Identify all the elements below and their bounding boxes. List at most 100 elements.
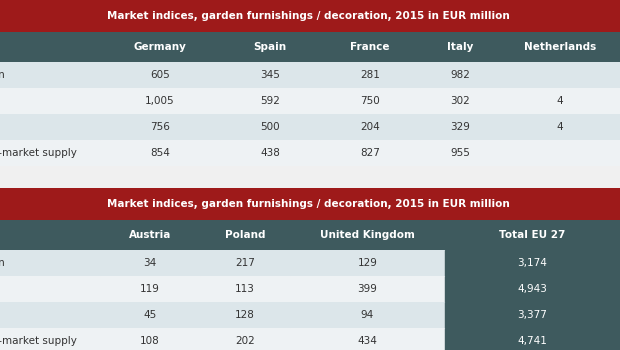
Text: 94: 94 (361, 310, 374, 320)
Text: Market indices, garden furnishings / decoration, 2015 in EUR million: Market indices, garden furnishings / dec… (107, 199, 510, 209)
Bar (290, 276, 445, 302)
Text: 756: 756 (150, 122, 170, 132)
Text: Poland: Poland (224, 230, 265, 240)
Text: France: France (350, 42, 390, 52)
Bar (420, 140, 500, 166)
Bar (100, 88, 220, 114)
Text: 4,943: 4,943 (518, 284, 547, 294)
Text: Austria: Austria (129, 230, 171, 240)
Bar (0, 114, 100, 140)
Text: 500: 500 (260, 122, 280, 132)
Text: 750: 750 (360, 96, 380, 106)
Bar (220, 114, 320, 140)
Text: 129: 129 (358, 258, 378, 268)
Bar (445, 328, 620, 350)
Text: 34: 34 (143, 258, 157, 268)
Bar (320, 88, 420, 114)
Text: Spain: Spain (254, 42, 286, 52)
Text: Total EU 27: Total EU 27 (499, 230, 565, 240)
Bar (320, 62, 420, 88)
Bar (445, 250, 620, 276)
Bar (500, 114, 620, 140)
Bar (0, 276, 100, 302)
Bar (445, 302, 620, 328)
Text: 438: 438 (260, 148, 280, 158)
Text: 4: 4 (557, 96, 564, 106)
Bar (0, 140, 100, 166)
Bar (100, 62, 220, 88)
Text: 4: 4 (557, 122, 564, 132)
Bar (320, 114, 420, 140)
Bar (200, 250, 290, 276)
Bar (500, 32, 620, 62)
Bar (220, 88, 320, 114)
Bar (100, 114, 220, 140)
Bar (420, 114, 500, 140)
Bar (200, 276, 290, 302)
Bar (445, 220, 620, 250)
Bar (420, 32, 500, 62)
Text: 827: 827 (360, 148, 380, 158)
Bar (290, 220, 445, 250)
Bar (100, 302, 200, 328)
Text: 399: 399 (358, 284, 378, 294)
Bar (290, 250, 445, 276)
Text: 3,174: 3,174 (518, 258, 547, 268)
Text: 329: 329 (450, 122, 470, 132)
Text: 108: 108 (140, 336, 160, 346)
Bar (100, 32, 220, 62)
Bar (100, 140, 220, 166)
Text: 302: 302 (450, 96, 470, 106)
Bar (420, 62, 500, 88)
Text: 345: 345 (260, 70, 280, 80)
Text: Italy: Italy (447, 42, 473, 52)
Bar (0, 302, 100, 328)
Text: 281: 281 (360, 70, 380, 80)
Bar (220, 62, 320, 88)
Bar (0, 88, 100, 114)
Bar (100, 250, 200, 276)
Text: 1,005: 1,005 (145, 96, 175, 106)
Text: 113: 113 (235, 284, 255, 294)
Text: 45: 45 (143, 310, 157, 320)
Bar (420, 88, 500, 114)
Text: Production: Production (0, 258, 5, 268)
Bar (0, 220, 100, 250)
Text: 204: 204 (360, 122, 380, 132)
Bar (0, 328, 100, 350)
Text: 4,741: 4,741 (518, 336, 547, 346)
Text: 202: 202 (235, 336, 255, 346)
Bar (500, 62, 620, 88)
Bar (500, 140, 620, 166)
Text: Domestic-market supply: Domestic-market supply (0, 336, 77, 346)
Text: Domestic-market supply: Domestic-market supply (0, 148, 77, 158)
Text: Production: Production (0, 70, 5, 80)
Text: 982: 982 (450, 70, 470, 80)
Text: 119: 119 (140, 284, 160, 294)
Text: Germany: Germany (133, 42, 187, 52)
Bar (500, 88, 620, 114)
Bar (200, 328, 290, 350)
Bar (290, 328, 445, 350)
Bar (100, 220, 200, 250)
Text: 955: 955 (450, 148, 470, 158)
Bar (320, 32, 420, 62)
Text: 592: 592 (260, 96, 280, 106)
Text: 434: 434 (358, 336, 378, 346)
Bar (0, 250, 100, 276)
Text: Netherlands: Netherlands (524, 42, 596, 52)
Bar (200, 220, 290, 250)
Bar (220, 140, 320, 166)
Text: 3,377: 3,377 (518, 310, 547, 320)
Text: 128: 128 (235, 310, 255, 320)
Text: Market indices, garden furnishings / decoration, 2015 in EUR million: Market indices, garden furnishings / dec… (107, 11, 510, 21)
Bar (100, 276, 200, 302)
Bar (0, 62, 100, 88)
Bar (290, 302, 445, 328)
Text: 605: 605 (150, 70, 170, 80)
Text: 854: 854 (150, 148, 170, 158)
Bar (445, 276, 620, 302)
Bar (100, 328, 200, 350)
Bar (200, 302, 290, 328)
Bar (320, 140, 420, 166)
